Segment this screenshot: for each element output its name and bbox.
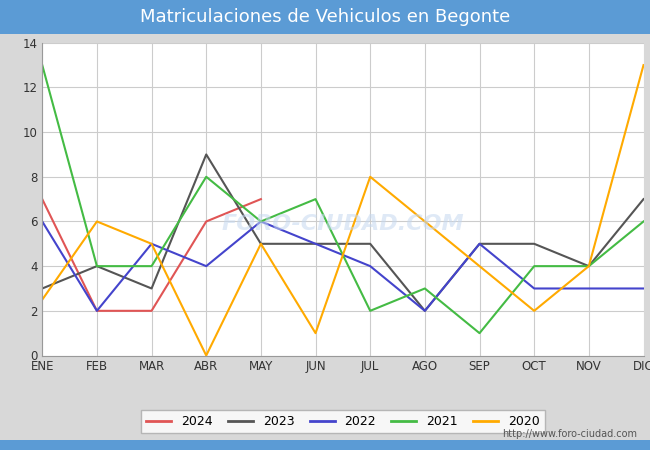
Text: Matriculaciones de Vehiculos en Begonte: Matriculaciones de Vehiculos en Begonte: [140, 8, 510, 26]
Text: http://www.foro-ciudad.com: http://www.foro-ciudad.com: [502, 429, 637, 439]
Text: FORO-CIUDAD.COM: FORO-CIUDAD.COM: [222, 214, 464, 234]
Legend: 2024, 2023, 2022, 2021, 2020: 2024, 2023, 2022, 2021, 2020: [141, 410, 545, 433]
